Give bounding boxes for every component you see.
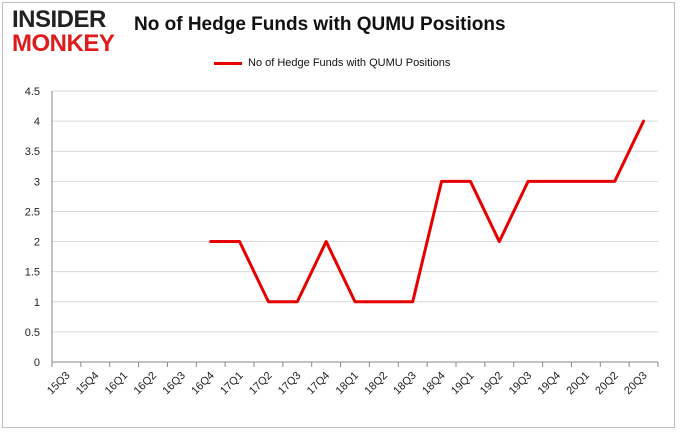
y-tick-label: 4 <box>34 116 40 128</box>
x-tick-label: 19Q2 <box>478 370 506 398</box>
legend-swatch <box>214 61 242 65</box>
y-tick-label: 2 <box>34 237 40 249</box>
x-tick-label: 19Q3 <box>507 370 535 398</box>
x-tick-label: 18Q1 <box>334 370 362 398</box>
chart-frame <box>2 2 675 428</box>
chart-title: No of Hedge Funds with QUMU Positions <box>134 14 506 35</box>
x-tick-label: 15Q4 <box>74 370 102 398</box>
x-tick-label: 16Q2 <box>132 370 160 398</box>
x-tick-label: 18Q4 <box>420 370 448 398</box>
x-tick-label: 19Q4 <box>536 370 564 398</box>
series-line <box>209 119 646 304</box>
y-tick-label: 4.5 <box>25 86 40 98</box>
logo-line-1: INSIDER <box>12 6 106 33</box>
y-tick-label: 1 <box>34 297 40 309</box>
x-tick-label: 16Q3 <box>160 370 188 398</box>
y-tick-label: 1.5 <box>25 267 40 279</box>
y-tick-label: 3.5 <box>25 146 40 158</box>
x-tick-label: 16Q4 <box>189 370 217 398</box>
x-tick-label: 16Q1 <box>103 370 131 398</box>
y-tick-label: 0 <box>34 357 40 369</box>
logo-line-2: MONKEY <box>12 30 115 57</box>
x-tick-label: 15Q3 <box>45 370 73 398</box>
x-tick-label: 20Q3 <box>622 370 650 398</box>
y-tick-label: 2.5 <box>25 206 40 218</box>
x-tick-label: 20Q1 <box>564 370 592 398</box>
x-tick-label: 17Q4 <box>305 370 333 398</box>
y-tick-label: 0.5 <box>25 327 40 339</box>
legend-label: No of Hedge Funds with QUMU Positions <box>248 57 451 69</box>
x-tick-label: 17Q3 <box>276 370 304 398</box>
insider-monkey-logo: INSIDER MONKEY <box>8 6 126 57</box>
x-tick-label: 17Q1 <box>218 370 246 398</box>
x-tick-label: 17Q2 <box>247 370 275 398</box>
x-tick-label: 20Q2 <box>593 370 621 398</box>
x-tick-label: 19Q1 <box>449 370 477 398</box>
y-tick-label: 3 <box>34 176 40 188</box>
x-tick-label: 18Q2 <box>362 370 390 398</box>
chart-legend: No of Hedge Funds with QUMU Positions <box>214 55 450 71</box>
x-tick-label: 18Q3 <box>391 370 419 398</box>
